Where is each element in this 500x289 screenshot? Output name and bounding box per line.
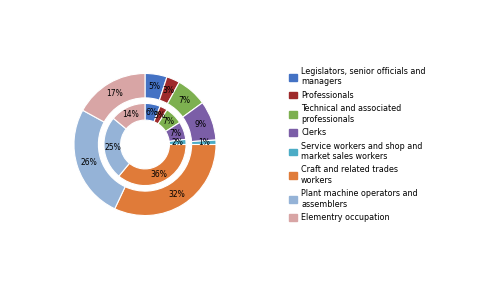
Text: 6%: 6% [145, 108, 157, 117]
Text: 1%: 1% [198, 138, 209, 147]
Text: 7%: 7% [170, 129, 182, 138]
Wedge shape [115, 144, 216, 216]
Text: 14%: 14% [122, 110, 140, 119]
Wedge shape [192, 140, 216, 144]
Wedge shape [119, 144, 186, 186]
Text: 9%: 9% [194, 120, 206, 129]
Wedge shape [114, 103, 145, 129]
Wedge shape [182, 103, 216, 142]
Text: 25%: 25% [104, 143, 121, 152]
Wedge shape [158, 110, 180, 131]
Wedge shape [104, 118, 130, 176]
Text: 26%: 26% [80, 158, 98, 167]
Text: 3%: 3% [162, 86, 174, 95]
Wedge shape [166, 123, 186, 141]
Wedge shape [145, 103, 160, 122]
Wedge shape [168, 82, 202, 117]
Text: 3%: 3% [154, 111, 166, 120]
Legend: Legislators, senior officials and
managers, Professionals, Technical and associa: Legislators, senior officials and manage… [289, 67, 426, 222]
Wedge shape [169, 139, 186, 144]
Wedge shape [145, 73, 167, 100]
Text: 7%: 7% [178, 96, 190, 105]
Text: 7%: 7% [162, 117, 174, 126]
Text: 32%: 32% [168, 190, 185, 199]
Text: 36%: 36% [150, 170, 168, 179]
Wedge shape [74, 110, 125, 209]
Wedge shape [160, 77, 179, 104]
Text: 2%: 2% [172, 138, 183, 147]
Text: 5%: 5% [148, 82, 160, 91]
Wedge shape [83, 73, 145, 122]
Text: 17%: 17% [106, 89, 124, 98]
Wedge shape [154, 106, 167, 124]
